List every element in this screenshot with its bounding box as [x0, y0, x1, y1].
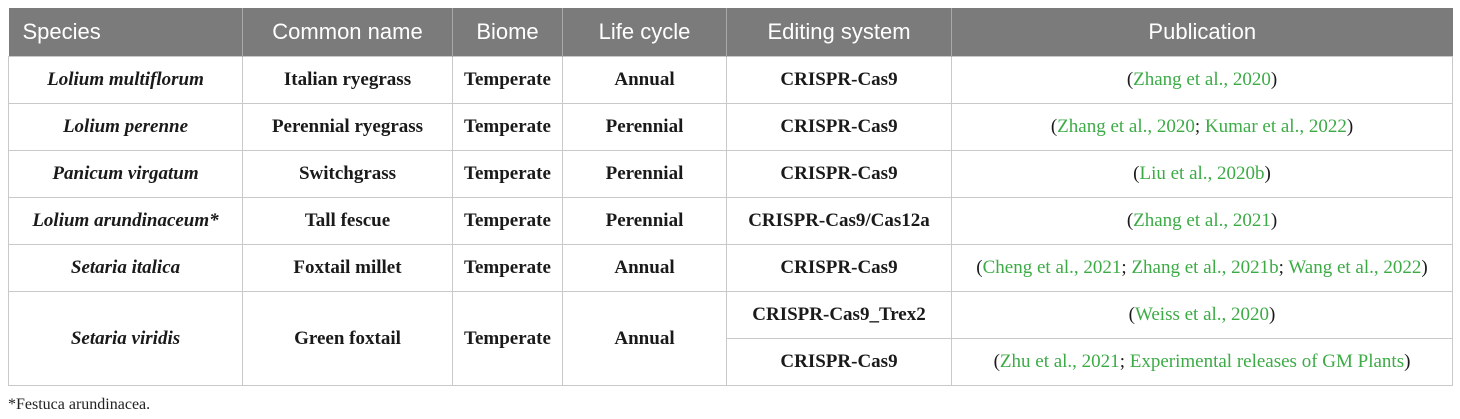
common-name-cell: Foxtail millet: [242, 244, 453, 292]
header-biome: Biome: [452, 8, 563, 57]
species-cell: Lolium perenne: [8, 103, 243, 151]
reference-link[interactable]: Zhu et al., 2021: [999, 351, 1120, 372]
species-cell: Panicum virgatum: [8, 150, 243, 198]
editing-system-cell: CRISPR-Cas9: [726, 103, 952, 151]
editing-system-cell: CRISPR-Cas9: [726, 150, 952, 198]
biome-cell: Temperate: [452, 197, 563, 245]
biome-cell: Temperate: [452, 244, 563, 292]
header-life-cycle: Life cycle: [562, 8, 727, 57]
publication-cell: (Zhu et al., 2021; Experimental releases…: [951, 338, 1453, 386]
reference-link[interactable]: Experimental releases of GM Plants: [1129, 351, 1405, 372]
editing-system-cell: CRISPR-Cas9: [726, 338, 952, 386]
life-cycle-cell: Perennial: [562, 197, 727, 245]
life-cycle-cell: Perennial: [562, 150, 727, 198]
species-cell: Setaria italica: [8, 244, 243, 292]
header-common-name: Common name: [242, 8, 453, 57]
reference-link[interactable]: Kumar et al., 2022: [1204, 116, 1347, 137]
publication-cell: (Zhang et al., 2020; Kumar et al., 2022): [951, 103, 1453, 151]
reference-link[interactable]: Zhang et al., 2021b: [1131, 257, 1279, 278]
biome-cell: Temperate: [452, 56, 563, 104]
header-publication: Publication: [951, 8, 1453, 57]
table-row: Setaria italica Foxtail millet Temperate…: [8, 244, 1453, 292]
editing-system-cell: CRISPR-Cas9: [726, 56, 952, 104]
table-header-row: Species Common name Biome Life cycle Edi…: [8, 8, 1453, 57]
common-name-cell: Tall fescue: [242, 197, 453, 245]
reference-link[interactable]: Zhang et al., 2020: [1057, 116, 1195, 137]
biome-cell: Temperate: [452, 150, 563, 198]
reference-link[interactable]: Zhang et al., 2021: [1133, 210, 1271, 231]
life-cycle-cell: Perennial: [562, 103, 727, 151]
table-row: Lolium arundinaceum* Tall fescue Tempera…: [8, 197, 1453, 245]
header-species: Species: [8, 8, 243, 57]
common-name-cell: Perennial ryegrass: [242, 103, 453, 151]
species-cell: Lolium multiflorum: [8, 56, 243, 104]
common-name-cell: Switchgrass: [242, 150, 453, 198]
species-editing-table: Species Common name Biome Life cycle Edi…: [8, 8, 1453, 386]
biome-cell: Temperate: [452, 103, 563, 151]
species-cell: Lolium arundinaceum*: [8, 197, 243, 245]
publication-cell: (Weiss et al., 2020): [951, 291, 1453, 339]
reference-link[interactable]: Weiss et al., 2020: [1134, 304, 1270, 325]
common-name-cell: Green foxtail: [242, 291, 453, 386]
header-editing-system: Editing system: [726, 8, 952, 57]
publication-cell: (Cheng et al., 2021; Zhang et al., 2021b…: [951, 244, 1453, 292]
reference-link[interactable]: Wang et al., 2022: [1288, 257, 1422, 278]
table-container: Species Common name Biome Life cycle Edi…: [8, 8, 1453, 386]
editing-system-cell: CRISPR-Cas9: [726, 244, 952, 292]
publication-cell: (Zhang et al., 2021): [951, 197, 1453, 245]
table-row: Panicum virgatum Switchgrass Temperate P…: [8, 150, 1453, 198]
common-name-cell: Italian ryegrass: [242, 56, 453, 104]
table-row: Lolium perenne Perennial ryegrass Temper…: [8, 103, 1453, 151]
biome-cell: Temperate: [452, 291, 563, 386]
editing-system-cell: CRISPR-Cas9_Trex2: [726, 291, 952, 339]
life-cycle-cell: Annual: [562, 56, 727, 104]
species-cell: Setaria viridis: [8, 291, 243, 386]
reference-link[interactable]: Liu et al., 2020b: [1139, 163, 1265, 184]
life-cycle-cell: Annual: [562, 244, 727, 292]
life-cycle-cell: Annual: [562, 291, 727, 386]
table-row: Lolium multiflorum Italian ryegrass Temp…: [8, 56, 1453, 104]
publication-cell: (Zhang et al., 2020): [951, 56, 1453, 104]
table-row: Setaria viridis Green foxtail Temperate …: [8, 291, 1453, 386]
reference-link[interactable]: Cheng et al., 2021: [982, 257, 1122, 278]
table-row: CRISPR-Cas9 (Zhu et al., 2021; Experimen…: [9, 338, 1453, 386]
editing-system-cell: CRISPR-Cas9/Cas12a: [726, 197, 952, 245]
publication-cell: (Liu et al., 2020b): [951, 150, 1453, 198]
table-footnote: *Festuca arundinacea.: [8, 396, 151, 413]
reference-link[interactable]: Zhang et al., 2020: [1133, 69, 1271, 90]
